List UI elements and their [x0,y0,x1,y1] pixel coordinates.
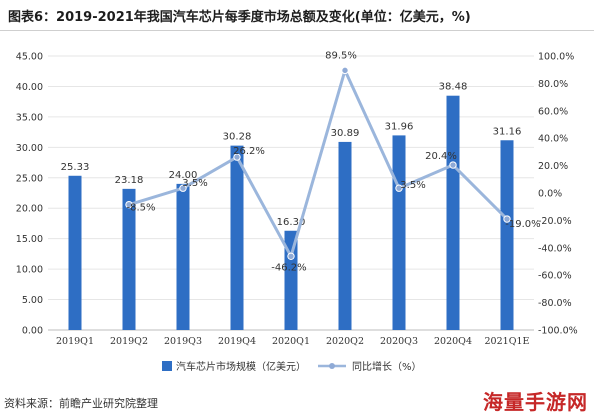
bar-data-label: 25.33 [61,162,90,173]
y-left-tick-label: 25.00 [16,173,43,184]
y-right-tick-label: -80.0% [538,298,572,309]
y-right-tick-label: -60.0% [538,271,572,282]
bar [500,140,514,330]
growth-point [449,161,457,169]
x-tick-label: 2019Q2 [110,336,148,347]
y-right-tick-label: -20.0% [538,216,572,227]
legend-line-label: 同比增长（%） [352,360,422,373]
x-tick-label: 2019Q4 [218,336,256,347]
growth-point [341,66,349,75]
bar-data-label: 38.48 [439,82,468,93]
x-tick-label: 2019Q1 [56,336,94,347]
growth-point [125,200,133,209]
y-right-tick-label: -100.0% [538,326,578,337]
y-right-tick-label: 0.0% [538,189,562,200]
bar [122,188,136,330]
bar-data-label: 24.00 [169,170,198,181]
y-right-tick-label: 40.0% [538,134,568,145]
growth-point [395,184,403,192]
bar [446,95,460,330]
growth-point [179,184,187,192]
bar-data-label: 31.16 [493,126,522,137]
bar-data-label: 30.89 [331,128,360,139]
x-tick-label: 2020Q1 [272,336,310,347]
x-tick-label: 2021Q1E [485,336,530,347]
growth-data-label: -8.5% [126,203,155,214]
growth-point [287,252,295,260]
y-left-tick-label: 0.00 [22,326,43,337]
y-left-tick-label: 10.00 [16,265,43,276]
bar [230,145,244,330]
y-left-tick-label: 40.00 [16,82,43,93]
y-left-tick-label: 35.00 [16,112,43,123]
y-right-tick-label: 60.0% [538,106,568,117]
y-left-tick-label: 5.00 [22,295,43,306]
x-tick-label: 2020Q4 [434,336,472,347]
y-left-tick-label: 15.00 [16,234,43,245]
growth-data-label: 26.2% [233,146,265,157]
y-right-tick-label: 20.0% [538,161,568,172]
source-note: 资料来源：前瞻产业研究院整理 [4,397,158,410]
bar [392,135,406,330]
y-right-tick-label: -40.0% [538,243,572,254]
bar-data-label: 16.30 [277,217,306,228]
chart-title: 图表6：2019-2021年我国汽车芯片每季度市场总额及变化(单位：亿美元，%) [8,10,471,25]
growth-data-label: 20.4% [425,151,457,162]
y-right-tick-label: 100.0% [538,52,574,63]
growth-data-label: -46.2% [271,262,306,273]
growth-data-label: 3.5% [182,178,207,189]
title-divider [0,30,594,31]
x-tick-label: 2020Q3 [380,336,418,347]
bar-data-label: 23.18 [115,175,144,186]
y-left-tick-label: 30.00 [16,143,43,154]
growth-data-label: 89.5% [325,50,357,61]
y-right-tick-label: 80.0% [538,79,568,90]
bar-data-label: 30.28 [223,132,252,143]
bar-data-label: 31.96 [385,121,414,132]
y-left-tick-label: 45.00 [16,52,43,63]
bar [68,175,82,330]
growth-point [503,215,511,223]
legend-bar-label: 汽车芯片市场规模（亿美元） [176,360,306,373]
legend-line-marker [329,363,335,369]
legend-bar-swatch [162,361,172,371]
bar [176,183,190,330]
y-left-tick-label: 20.00 [16,204,43,215]
bar [338,141,352,330]
x-tick-label: 2019Q3 [164,336,202,347]
growth-data-label: 3.5% [400,180,425,191]
x-tick-label: 2020Q2 [326,336,364,347]
growth-point [233,153,241,161]
growth-data-label: -19.0% [505,219,540,230]
watermark-logo: 海量手游网 [483,390,588,414]
growth-line [128,68,509,258]
